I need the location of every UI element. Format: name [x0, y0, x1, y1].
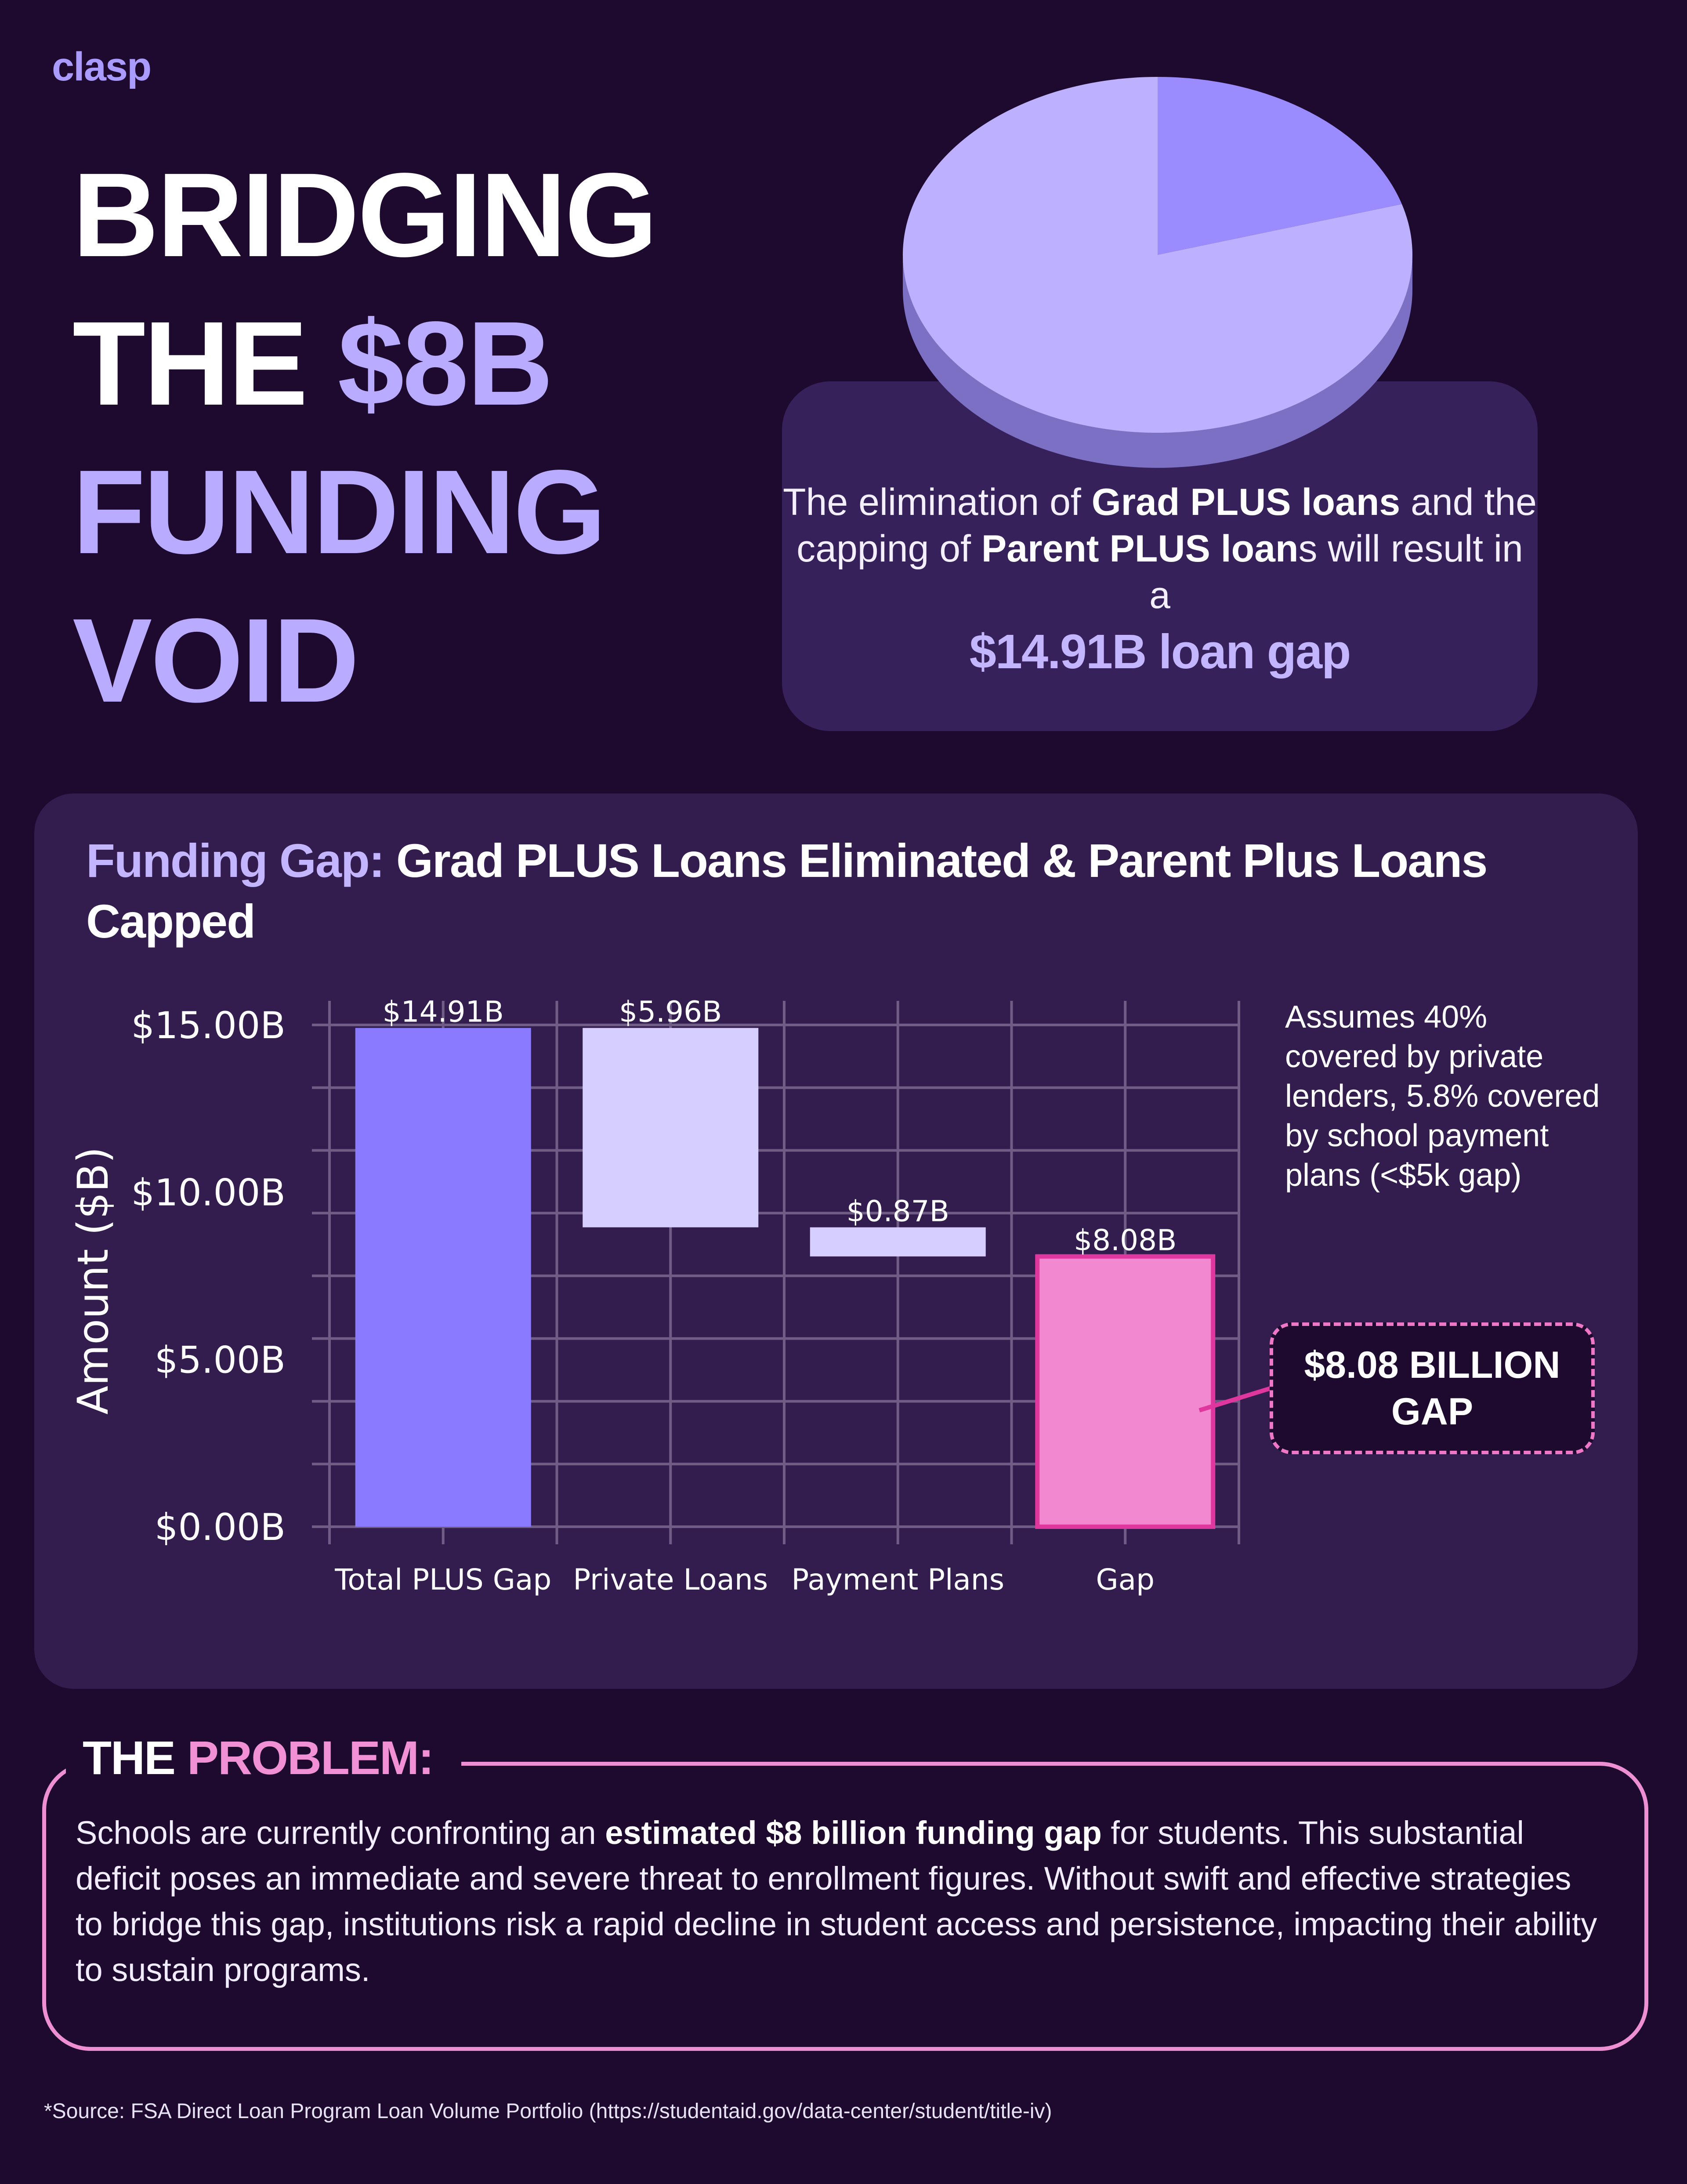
loan-gap-description: The elimination of Grad PLUS loans and t…: [782, 479, 1538, 619]
problem-title-word: PROBLEM:: [187, 1731, 434, 1784]
bar-value-label: $5.96B: [619, 995, 722, 1029]
problem-text-1: Schools are currently confronting an: [76, 1815, 605, 1851]
headline-amount: $8B: [337, 297, 554, 430]
chart-assumption-note: Assumes 40% covered by private lenders, …: [1285, 1000, 1600, 1193]
gap-text-bold-1: Grad PLUS loans: [1091, 481, 1401, 523]
gap-text-bold-2: Parent PLUS loan: [981, 528, 1299, 570]
gap-text-1: The elimination of: [782, 481, 1092, 523]
bar-value-label: $14.91B: [383, 995, 504, 1029]
source-citation: *Source: FSA Direct Loan Program Loan Vo…: [44, 2100, 1052, 2123]
problem-text-bold: estimated $8 billion funding gap: [605, 1815, 1102, 1851]
x-tick-label: Gap: [1096, 1563, 1155, 1597]
x-tick-label: Payment Plans: [791, 1563, 1004, 1597]
problem-title: THE PROBLEM:: [83, 1730, 434, 1785]
pie-group: [903, 77, 1412, 468]
headline-line-4: VOID: [72, 594, 359, 727]
chart-title-lead: Funding Gap:: [86, 834, 385, 887]
problem-text-2: for students. This substantial deficit p…: [76, 1815, 1597, 1988]
y-axis-ticks: $0.00B $5.00B $10.00B $15.00B: [131, 1004, 286, 1549]
pie-chart: [903, 77, 1412, 468]
bar-total-plus-gap: [355, 1028, 531, 1527]
x-tick-label: Private Loans: [573, 1563, 768, 1597]
pie-side: [903, 255, 1412, 468]
headline-line-1: BRIDGING: [72, 148, 658, 282]
pie-slice-2: [903, 77, 1412, 433]
y-tick-label: $10.00B: [131, 1171, 286, 1214]
y-tick-label: $0.00B: [155, 1506, 286, 1549]
bar-gap: [1035, 1254, 1216, 1529]
headline-line-3: FUNDING: [72, 445, 606, 579]
gap-callout: $8.08 BILLION GAP: [1270, 1322, 1595, 1454]
pie-slice-1: [1158, 77, 1402, 255]
problem-title-rule: [461, 1762, 1577, 1766]
problem-body: Schools are currently confronting an est…: [76, 1810, 1604, 1993]
problem-title-backdrop: [66, 1727, 461, 1788]
bar-private-loans: [583, 1028, 759, 1228]
loan-gap-amount: $14.91B loan gap: [969, 625, 1351, 679]
chart-bars: $14.91B $5.96B $0.87B $8.08B: [355, 995, 1216, 1529]
chart-title: Funding Gap: Grad PLUS Loans Eliminated …: [86, 830, 1611, 952]
gap-text-2: and the capping of: [796, 481, 1537, 570]
x-tick-label: Total PLUS Gap: [334, 1563, 551, 1597]
y-axis-label: Amount ($B): [69, 1147, 118, 1415]
chart-title-rest: Grad PLUS Loans Eliminated & Parent Plus…: [86, 834, 1488, 948]
bar-value-label: $0.87B: [847, 1195, 949, 1228]
callout-connector: [1198, 1385, 1274, 1413]
bar-payment-plans: [810, 1227, 986, 1257]
bar-value-label: $8.08B: [1074, 1224, 1177, 1257]
gap-text-3: s will result in a: [1149, 528, 1523, 616]
problem-title-the: THE: [83, 1731, 188, 1784]
y-tick-label: $5.00B: [155, 1338, 286, 1381]
headline: BRIDGING THE $8B FUNDING VOID: [72, 141, 658, 735]
headline-the: THE: [72, 297, 338, 430]
x-axis-labels: Total PLUS Gap Private Loans Payment Plans…: [334, 1563, 1155, 1597]
headline-line-2: THE $8B: [72, 289, 656, 438]
y-tick-label: $15.00B: [131, 1004, 286, 1047]
gap-callout-text: $8.08 BILLION GAP: [1304, 1344, 1560, 1433]
clasp-logo: clasp: [52, 44, 152, 89]
